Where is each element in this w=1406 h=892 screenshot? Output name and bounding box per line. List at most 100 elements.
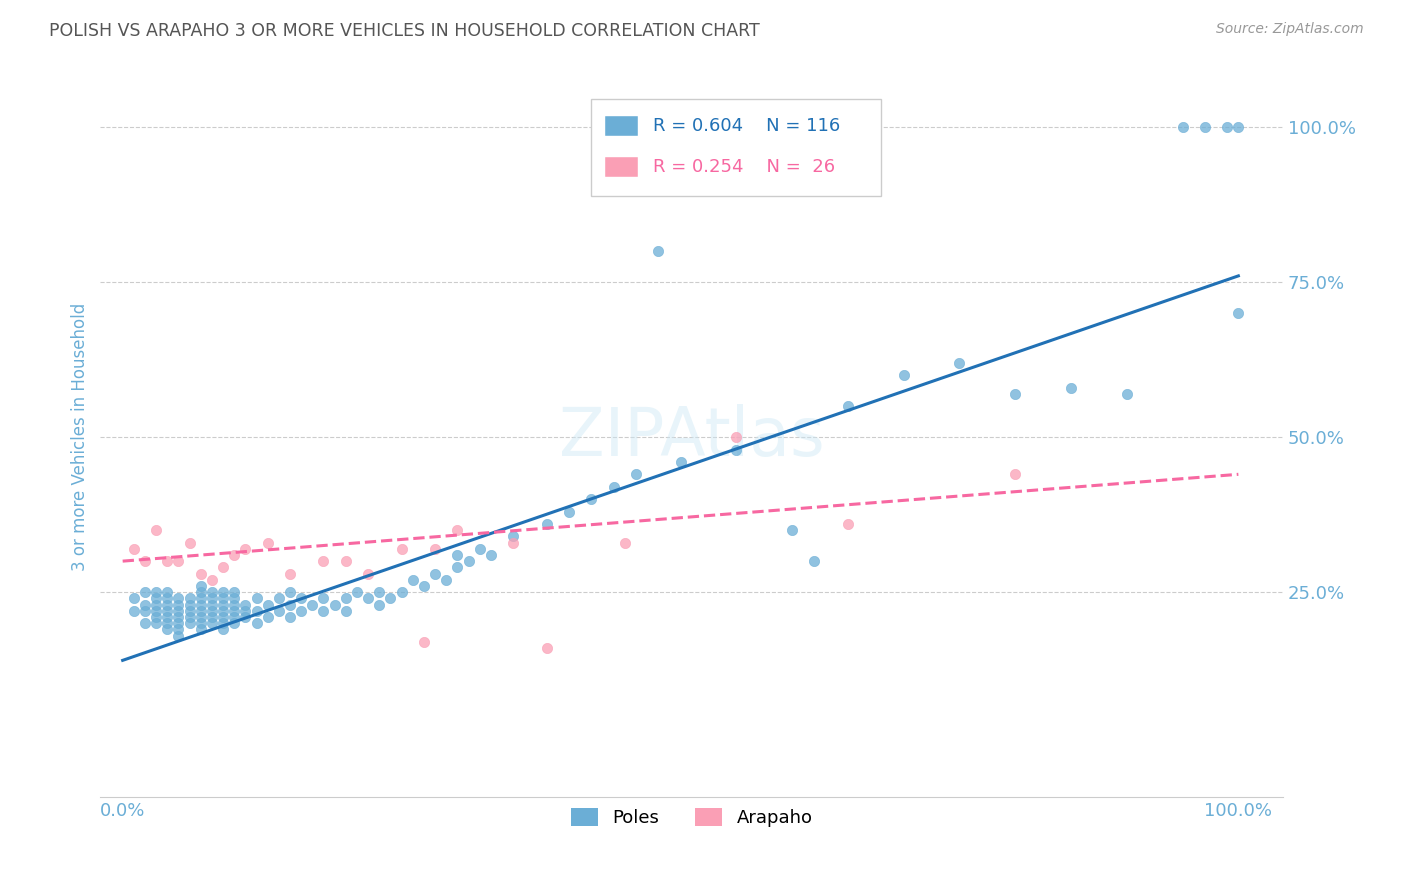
Point [201,585,224,599]
Point [167,554,190,568]
Point [134,598,156,612]
Point [256,535,278,549]
Point [245,616,267,631]
Point [468,541,491,556]
Point [224,591,246,606]
Point [245,591,267,606]
Point [536,640,558,655]
Point [145,523,167,537]
Point [122,604,145,618]
Point [357,566,380,581]
Point [190,591,212,606]
Point [301,598,323,612]
Point [224,548,246,562]
Point [212,560,235,574]
Point [446,548,468,562]
Point [1216,120,1239,134]
Point [179,535,201,549]
Point [212,585,235,599]
Point [1004,386,1026,401]
Point [368,598,391,612]
Point [278,598,301,612]
Point [290,591,312,606]
Point [647,244,669,258]
Point [446,523,468,537]
Point [558,504,581,518]
Point [412,634,434,648]
Point [893,368,915,383]
Point [179,604,201,618]
Point [190,616,212,631]
Text: ZIPAtlas: ZIPAtlas [558,404,824,470]
Point [803,554,825,568]
Point [167,616,190,631]
Point [145,610,167,624]
Point [278,566,301,581]
Point [145,616,167,631]
Point [725,430,748,444]
Point [536,516,558,531]
Point [312,591,335,606]
Point [224,604,246,618]
Point [190,623,212,637]
Point [235,610,257,624]
Point [156,554,179,568]
Point [479,548,502,562]
Point [201,591,224,606]
Point [278,585,301,599]
Point [167,610,190,624]
Point [290,604,312,618]
Point [457,554,479,568]
Point [235,541,257,556]
FancyBboxPatch shape [591,99,882,196]
Point [335,591,357,606]
Point [167,604,190,618]
Point [1115,386,1137,401]
FancyBboxPatch shape [606,116,638,136]
Point [312,554,335,568]
Point [190,610,212,624]
Point [402,573,425,587]
Point [167,598,190,612]
Point [134,554,156,568]
Point [1194,120,1216,134]
Point [190,566,212,581]
Point [624,467,647,482]
Point [837,399,859,413]
Point [346,585,368,599]
Point [179,591,201,606]
Point [423,566,446,581]
Point [201,616,224,631]
Point [167,623,190,637]
Point [235,598,257,612]
Text: R = 0.254    N =  26: R = 0.254 N = 26 [652,159,835,177]
Point [212,591,235,606]
Legend: Poles, Arapaho: Poles, Arapaho [564,801,820,835]
Point [235,604,257,618]
Point [190,598,212,612]
Text: Source: ZipAtlas.com: Source: ZipAtlas.com [1216,22,1364,37]
Point [122,541,145,556]
Point [134,585,156,599]
Point [256,610,278,624]
Point [156,604,179,618]
Point [212,610,235,624]
Point [357,591,380,606]
Point [167,591,190,606]
Point [1227,120,1250,134]
Point [725,442,748,457]
Point [267,591,290,606]
Point [368,585,391,599]
Point [312,604,335,618]
Point [1227,306,1250,320]
FancyBboxPatch shape [606,157,638,178]
Point [156,598,179,612]
Point [245,604,267,618]
Text: POLISH VS ARAPAHO 3 OR MORE VEHICLES IN HOUSEHOLD CORRELATION CHART: POLISH VS ARAPAHO 3 OR MORE VEHICLES IN … [49,22,761,40]
Point [156,591,179,606]
Point [134,616,156,631]
Point [145,598,167,612]
Point [267,604,290,618]
Point [212,616,235,631]
Point [256,598,278,612]
